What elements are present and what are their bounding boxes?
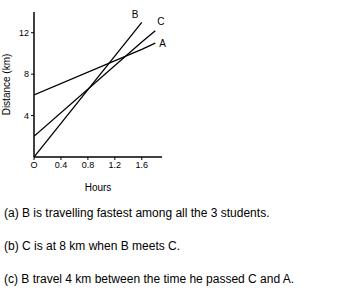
svg-text:1.2: 1.2 [109,160,122,170]
svg-text:4: 4 [24,111,29,121]
svg-text:B: B [132,9,139,20]
svg-text:Distance (km): Distance (km) [8,54,12,116]
html-text:(c) B travel 4 km between the: (c) B travel 4 km between the time he pa… [4,272,295,286]
svg-text:C: C [157,16,164,27]
html-text:(a) B is travelling fastest am: (a) B is travelling fastest among all th… [4,206,270,220]
html-text:(b) C is at 8 km when B meets: (b) C is at 8 km when B meets C. [4,239,181,253]
svg-text:8: 8 [24,69,29,79]
svg-text:0.4: 0.4 [55,160,68,170]
svg-text:1.6: 1.6 [136,160,149,170]
svg-text:12: 12 [19,28,29,38]
svg-text:A: A [159,38,166,49]
svg-text:Hours: Hours [85,182,112,193]
svg-text:0.8: 0.8 [82,160,95,170]
svg-text:O: O [30,160,37,170]
